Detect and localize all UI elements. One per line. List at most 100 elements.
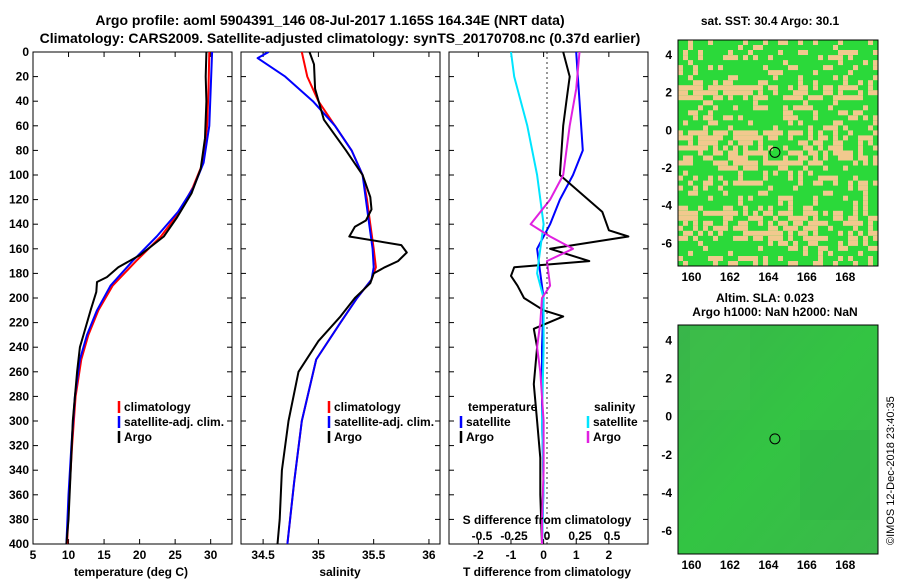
sst-land-cell bbox=[693, 130, 698, 136]
x-tick-label: 25 bbox=[168, 548, 182, 562]
sst-land-cell bbox=[678, 235, 683, 241]
sst-land-cell bbox=[708, 180, 713, 186]
sst-land-cell bbox=[698, 150, 703, 156]
sst-land-cell bbox=[808, 125, 813, 131]
sst-land-cell bbox=[763, 175, 768, 181]
sst-land-cell bbox=[738, 140, 743, 146]
sst-land-cell bbox=[693, 175, 698, 181]
series-line-argo bbox=[65, 52, 208, 544]
sst-land-cell bbox=[703, 210, 708, 216]
map-x-tick-label: 164 bbox=[758, 270, 778, 284]
sst-land-cell bbox=[868, 90, 873, 96]
sst-land-cell bbox=[688, 110, 693, 116]
sst-land-cell bbox=[833, 145, 838, 151]
sst-land-cell bbox=[793, 240, 798, 246]
sst-land-cell bbox=[748, 165, 753, 171]
depth-tick-label: 300 bbox=[9, 414, 29, 428]
sst-land-cell bbox=[848, 215, 853, 221]
sst-land-cell bbox=[678, 65, 683, 71]
sst-land-cell bbox=[743, 40, 748, 45]
sst-land-cell bbox=[788, 175, 793, 181]
sst-land-cell bbox=[803, 205, 808, 211]
sst-land-cell bbox=[838, 245, 843, 251]
sst-land-cell bbox=[773, 85, 778, 91]
sst-land-cell bbox=[723, 145, 728, 151]
depth-tick-label: 200 bbox=[9, 291, 29, 305]
credit-stamp: ©IMOS 12-Dec-2018 23:40:35 bbox=[885, 396, 897, 545]
depth-tick-label: 320 bbox=[9, 439, 29, 453]
sst-land-cell bbox=[863, 60, 868, 66]
sst-land-cell bbox=[738, 85, 743, 91]
sst-land-cell bbox=[768, 220, 773, 226]
sst-land-cell bbox=[838, 55, 843, 61]
sst-land-cell bbox=[848, 220, 853, 226]
sst-land-cell bbox=[828, 175, 833, 181]
sst-land-cell bbox=[798, 105, 803, 111]
sst-land-cell bbox=[863, 190, 868, 196]
salinity-panel bbox=[240, 51, 441, 545]
sst-land-cell bbox=[823, 150, 828, 156]
sst-land-cell bbox=[708, 40, 713, 45]
sst-land-cell bbox=[848, 235, 853, 241]
sst-land-cell bbox=[838, 256, 843, 261]
sst-land-cell bbox=[803, 215, 808, 221]
sst-land-cell bbox=[733, 235, 738, 241]
sst-land-cell bbox=[848, 95, 853, 101]
sst-land-cell bbox=[748, 130, 753, 136]
sst-land-cell bbox=[863, 195, 868, 201]
sst-land-cell bbox=[748, 120, 753, 126]
sst-land-cell bbox=[773, 230, 778, 236]
sst-land-cell bbox=[813, 110, 818, 116]
sst-land-cell bbox=[828, 65, 833, 71]
sst-land-cell bbox=[778, 200, 783, 206]
sst-land-cell bbox=[703, 90, 708, 96]
sst-land-cell bbox=[788, 195, 793, 201]
sst-land-cell bbox=[823, 175, 828, 181]
sst-land-cell bbox=[698, 230, 703, 236]
sst-land-cell bbox=[833, 120, 838, 126]
sst-land-cell bbox=[808, 170, 813, 176]
sst-land-cell bbox=[823, 210, 828, 216]
sst-land-cell bbox=[813, 85, 818, 91]
sst-land-cell bbox=[813, 160, 818, 166]
sst-land-cell bbox=[873, 230, 878, 236]
sst-land-cell bbox=[698, 140, 703, 146]
sst-land-cell bbox=[763, 105, 768, 111]
sst-land-cell bbox=[823, 245, 828, 251]
map-y-tick-label: 4 bbox=[665, 333, 672, 347]
sst-land-cell bbox=[838, 155, 843, 161]
sst-land-cell bbox=[728, 80, 733, 86]
sst-land-cell bbox=[743, 85, 748, 91]
sst-land-cell bbox=[698, 85, 703, 91]
sst-land-cell bbox=[778, 50, 783, 55]
salinity-legend: climatology satellite-adj. clim. Argo bbox=[327, 400, 434, 444]
sst-land-cell bbox=[853, 220, 858, 226]
sst-land-cell bbox=[723, 220, 728, 226]
sst-land-cell bbox=[798, 90, 803, 96]
sst-land-cell bbox=[778, 240, 783, 246]
sst-land-cell bbox=[733, 210, 738, 216]
sla-map-title: Altim. SLA: 0.023 bbox=[716, 291, 814, 305]
sst-land-cell bbox=[688, 210, 693, 216]
sst-land-cell bbox=[748, 50, 753, 55]
sst-land-cell bbox=[708, 135, 713, 141]
map-x-tick-label: 164 bbox=[758, 558, 778, 572]
sst-land-cell bbox=[843, 75, 848, 81]
sst-land-cell bbox=[823, 135, 828, 141]
x-tick-label: -2 bbox=[473, 548, 484, 562]
sst-land-cell bbox=[813, 225, 818, 231]
map-y-tick-label: -6 bbox=[661, 236, 672, 250]
sst-land-cell bbox=[708, 155, 713, 161]
sst-land-cell bbox=[698, 105, 703, 111]
sst-land-cell bbox=[773, 160, 778, 166]
sst-land-cell bbox=[748, 230, 753, 236]
sst-land-cell bbox=[833, 95, 838, 101]
sst-land-cell bbox=[698, 90, 703, 96]
sst-land-cell bbox=[728, 210, 733, 216]
sst-land-cell bbox=[708, 230, 713, 236]
legend-climatology: climatology bbox=[124, 400, 191, 414]
sst-land-cell bbox=[863, 160, 868, 166]
sst-land-cell bbox=[813, 40, 818, 45]
sst-land-cell bbox=[873, 90, 878, 96]
sst-land-cell bbox=[813, 95, 818, 101]
